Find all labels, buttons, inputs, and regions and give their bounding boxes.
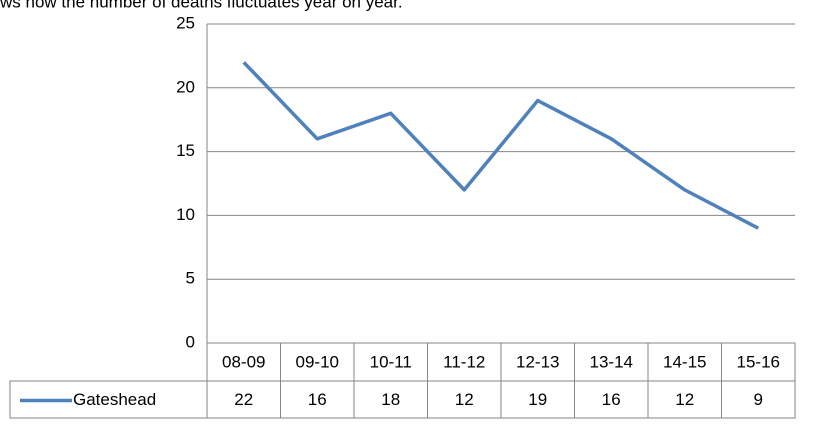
x-tick-label: 08-09 [222,352,265,371]
y-tick-label: 10 [176,205,195,224]
table-value: 22 [234,390,253,409]
y-tick-label: 15 [176,141,195,160]
caption: ws how the number of deaths fluctuates y… [0,0,403,11]
legend-label: Gateshead [73,390,156,409]
x-tick-label: 09-10 [296,352,339,371]
table-value: 16 [602,390,621,409]
table-value: 16 [308,390,327,409]
table-value: 19 [528,390,547,409]
x-tick-label: 15-16 [737,352,780,371]
table-value: 12 [675,390,694,409]
line [242,61,760,230]
x-tick-label: 11-12 [443,352,485,371]
y-tick-label: 0 [186,332,195,351]
y-tick-label: 25 [176,13,195,32]
table-value: 12 [455,390,474,409]
table-value: 18 [381,390,400,409]
y-tick-label: 5 [186,269,195,288]
x-tick-label: 12-13 [516,352,559,371]
y-tick-label: 20 [176,77,195,96]
table-row [9,380,796,419]
x-tick-label: 10-11 [370,352,412,371]
x-tick-label: 13-14 [590,352,633,371]
x-tick-label: 14-15 [663,352,706,371]
table-value: 9 [754,390,763,409]
